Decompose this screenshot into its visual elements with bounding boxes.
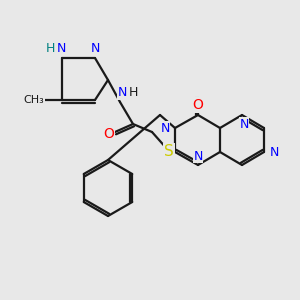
Text: N: N: [269, 146, 279, 158]
Text: N: N: [193, 149, 203, 163]
Text: N: N: [90, 43, 100, 56]
Text: N: N: [56, 43, 66, 56]
Text: N: N: [239, 118, 249, 130]
Text: CH₃: CH₃: [24, 95, 44, 105]
Text: O: O: [103, 127, 114, 141]
Text: H: H: [45, 43, 55, 56]
Text: H: H: [128, 86, 138, 100]
Text: S: S: [164, 143, 174, 158]
Text: N: N: [117, 86, 127, 100]
Text: N: N: [160, 122, 170, 134]
Text: O: O: [193, 98, 203, 112]
